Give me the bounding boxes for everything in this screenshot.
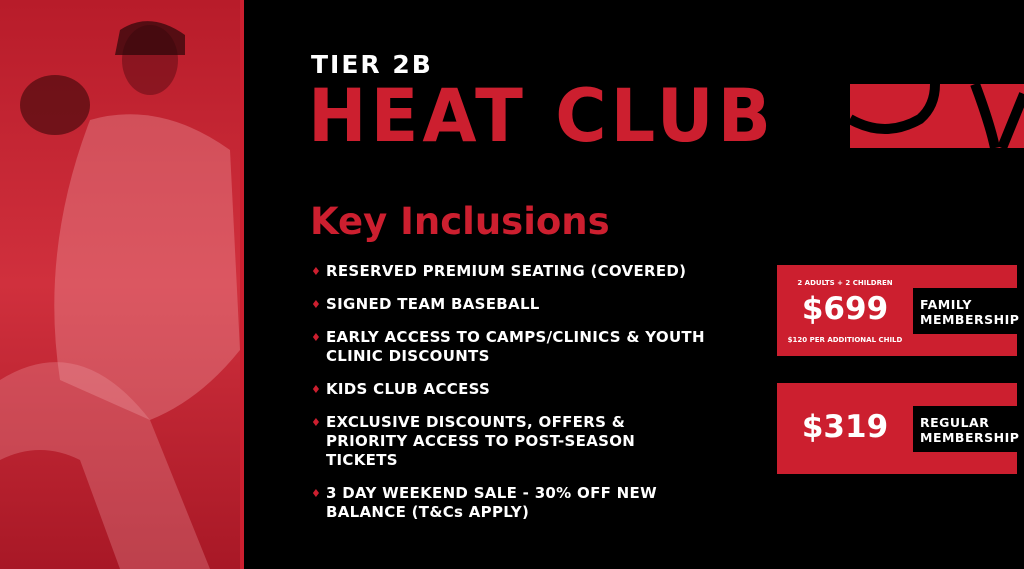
list-item: ♦ EARLY ACCESS TO CAMPS/CLINICS & YOUTH C… xyxy=(311,328,705,365)
family-membership-card: 2 ADULTS + 2 CHILDREN $699 $120 PER ADDI… xyxy=(777,265,1019,356)
family-price: $699 xyxy=(801,291,889,327)
list-item: ♦ SIGNED TEAM BASEBALL xyxy=(311,295,540,313)
flame-icon: ♦ xyxy=(311,265,322,278)
family-bottom-note: $120 PER ADDITIONAL CHILD xyxy=(787,336,903,344)
list-item: ♦ 3 DAY WEEKEND SALE - 30% OFF NEW BALANC… xyxy=(311,484,657,521)
flame-icon: ♦ xyxy=(311,331,322,344)
divider xyxy=(240,0,244,569)
list-item: ♦ RESERVED PREMIUM SEATING (COVERED) xyxy=(311,262,687,280)
flame-icon: ♦ xyxy=(311,298,322,311)
page-title: HEAT CLUB xyxy=(308,72,775,160)
regular-label: REGULAR MEMBERSHIP xyxy=(913,406,1019,452)
list-item: ♦ KIDS CLUB ACCESS xyxy=(311,380,491,398)
list-item: ♦ EXCLUSIVE DISCOUNTS, OFFERS & PRIORITY … xyxy=(311,413,636,469)
pitcher-photo xyxy=(0,0,240,569)
inclusions-list: ♦ RESERVED PREMIUM SEATING (COVERED) ♦ SIG… xyxy=(311,262,711,536)
flame-icon: ♦ xyxy=(311,383,322,396)
regular-price: $319 xyxy=(801,409,889,445)
section-title: Key Inclusions xyxy=(310,200,610,243)
flame-icon: ♦ xyxy=(311,416,322,429)
flame-icon: ♦ xyxy=(311,487,322,500)
logo-graphic xyxy=(850,84,1024,148)
regular-membership-card: $319 REGULAR MEMBERSHIP xyxy=(777,383,1019,474)
family-label: FAMILY MEMBERSHIP xyxy=(913,288,1019,334)
tier-label: TIER 2B xyxy=(311,50,433,79)
family-top-note: 2 ADULTS + 2 CHILDREN xyxy=(797,279,893,287)
